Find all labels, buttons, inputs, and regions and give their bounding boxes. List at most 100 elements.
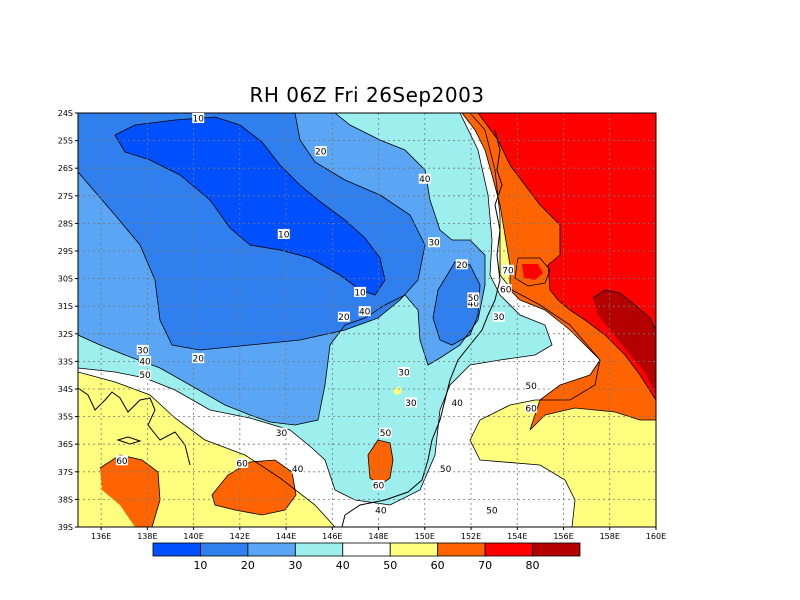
lat-tick-label: 31S (58, 302, 73, 311)
lon-tick-label: 140E (183, 532, 203, 541)
contour-label-text: 10 (278, 230, 290, 240)
contour-label-text: 20 (338, 313, 350, 323)
colorbar-label: 60 (431, 559, 445, 572)
contour-label-bg (139, 369, 152, 380)
contour-label: 60 (236, 458, 249, 470)
contour-label-bg (418, 173, 431, 184)
lon-tick-label: 148E (368, 532, 388, 541)
rh-below-10-core (115, 117, 385, 295)
contour-label-bg (337, 311, 350, 322)
contour-label-text: 60 (373, 482, 385, 492)
contour-label: 30 (492, 311, 505, 323)
contour-label: 20 (314, 146, 327, 158)
lat-tick-label: 28S (58, 219, 73, 228)
contour-label: 10 (354, 286, 367, 298)
contour-label: 50 (485, 504, 498, 516)
contour-label-bg (115, 455, 128, 466)
contour-label-text: 30 (137, 346, 149, 356)
contour-label: 40 (467, 297, 480, 309)
coastline-east (341, 129, 503, 527)
rh-70-80-inner (522, 264, 543, 280)
contour-label-text: 40 (419, 175, 431, 185)
contour-label-text: 40 (468, 299, 480, 309)
contour-label: 40 (291, 463, 304, 475)
contour-label-text: 20 (315, 148, 327, 158)
contour-40 (78, 113, 553, 506)
lat-tick-label: 37S (58, 468, 73, 477)
lat-tick-label: 32S (58, 330, 73, 339)
contour-label: 60 (372, 480, 385, 492)
lat-tick-label: 35S (58, 413, 73, 422)
colorbar-swatch (152, 542, 201, 557)
map-frame (77, 112, 657, 528)
contour-label-text: 20 (456, 261, 468, 271)
contour-label-bg (467, 297, 480, 308)
contour-label-bg (136, 344, 149, 355)
lon-tick-label: 136E (91, 532, 111, 541)
contour-label-text: 60 (525, 404, 537, 414)
lon-tick-label: 158E (600, 532, 620, 541)
contour-label: 30 (136, 344, 149, 356)
contour-label: 10 (277, 228, 290, 240)
contour-label-bg (455, 259, 468, 270)
axis-tick-marks (75, 112, 657, 530)
lat-tick-label: 29S (58, 247, 73, 256)
contour-50 (469, 113, 601, 527)
colorbar-swatch (247, 542, 296, 557)
contour-label-text: 30 (398, 368, 410, 378)
contour-label-bg (467, 292, 480, 303)
contour-label-text: 40 (375, 506, 387, 516)
contour-label: 60 (499, 284, 512, 296)
contour-label-text: 10 (192, 115, 204, 125)
lat-tick-label: 33S (58, 357, 73, 366)
contour-label-text: 50 (139, 371, 151, 381)
contour-label-text: 50 (440, 465, 452, 475)
contour-label-bg (236, 458, 249, 469)
lon-tick-label: 146E (322, 532, 342, 541)
colorbar-swatch (532, 542, 581, 557)
contour-label-text: 40 (292, 465, 304, 475)
lat-tick-label: 27S (58, 192, 73, 201)
contour-label-bg (404, 397, 417, 408)
colorbar-label: 20 (241, 559, 255, 572)
lat-tick-label: 24S (58, 109, 73, 118)
contour-label-bg (397, 366, 410, 377)
colorbar-swatch (389, 542, 439, 557)
lat-tick-label: 30S (58, 275, 73, 284)
rh-above-80-core (593, 290, 656, 395)
lon-tick-label: 142E (230, 532, 250, 541)
contour-label-bg (372, 480, 385, 491)
contour-label: 40 (139, 355, 152, 367)
colorbar-swatch (437, 542, 486, 557)
coastline-gulf (116, 436, 142, 445)
contour-label-bg (499, 284, 512, 295)
contour-label: 60 (115, 455, 128, 467)
lon-tick-label: 156E (553, 532, 573, 541)
lon-tick-label: 144E (276, 532, 296, 541)
contour-60-blob-east (367, 439, 394, 486)
contour-labels: 1010102020202030303030303040404040404040… (115, 113, 538, 516)
contour-label-bg (192, 113, 205, 124)
contour-label: 20 (337, 311, 350, 323)
colorbar-label: 30 (288, 559, 302, 572)
rh-60-70-blob-east (368, 440, 393, 485)
contour-label-bg (314, 146, 327, 157)
map-gridlines (78, 113, 656, 527)
contour-label-bg (291, 463, 304, 474)
contour-label-text: 50 (468, 294, 480, 304)
lat-tick-label: 34S (58, 385, 73, 394)
contour-label-text: 60 (236, 460, 248, 470)
lon-tick-label: 138E (137, 532, 157, 541)
contour-label-bg (428, 237, 441, 248)
lon-tick-label: 152E (461, 532, 481, 541)
contour-label: 40 (451, 397, 464, 409)
contour-label-bg (451, 397, 464, 408)
contour-label: 20 (455, 259, 468, 271)
contour-label: 50 (139, 369, 152, 381)
contour-lines (78, 113, 656, 527)
contour-label-bg (358, 306, 371, 317)
contour-label-text: 10 (354, 288, 366, 298)
map-title: RH 06Z Fri 26Sep2003 (249, 83, 485, 107)
contour-label: 50 (439, 463, 452, 475)
